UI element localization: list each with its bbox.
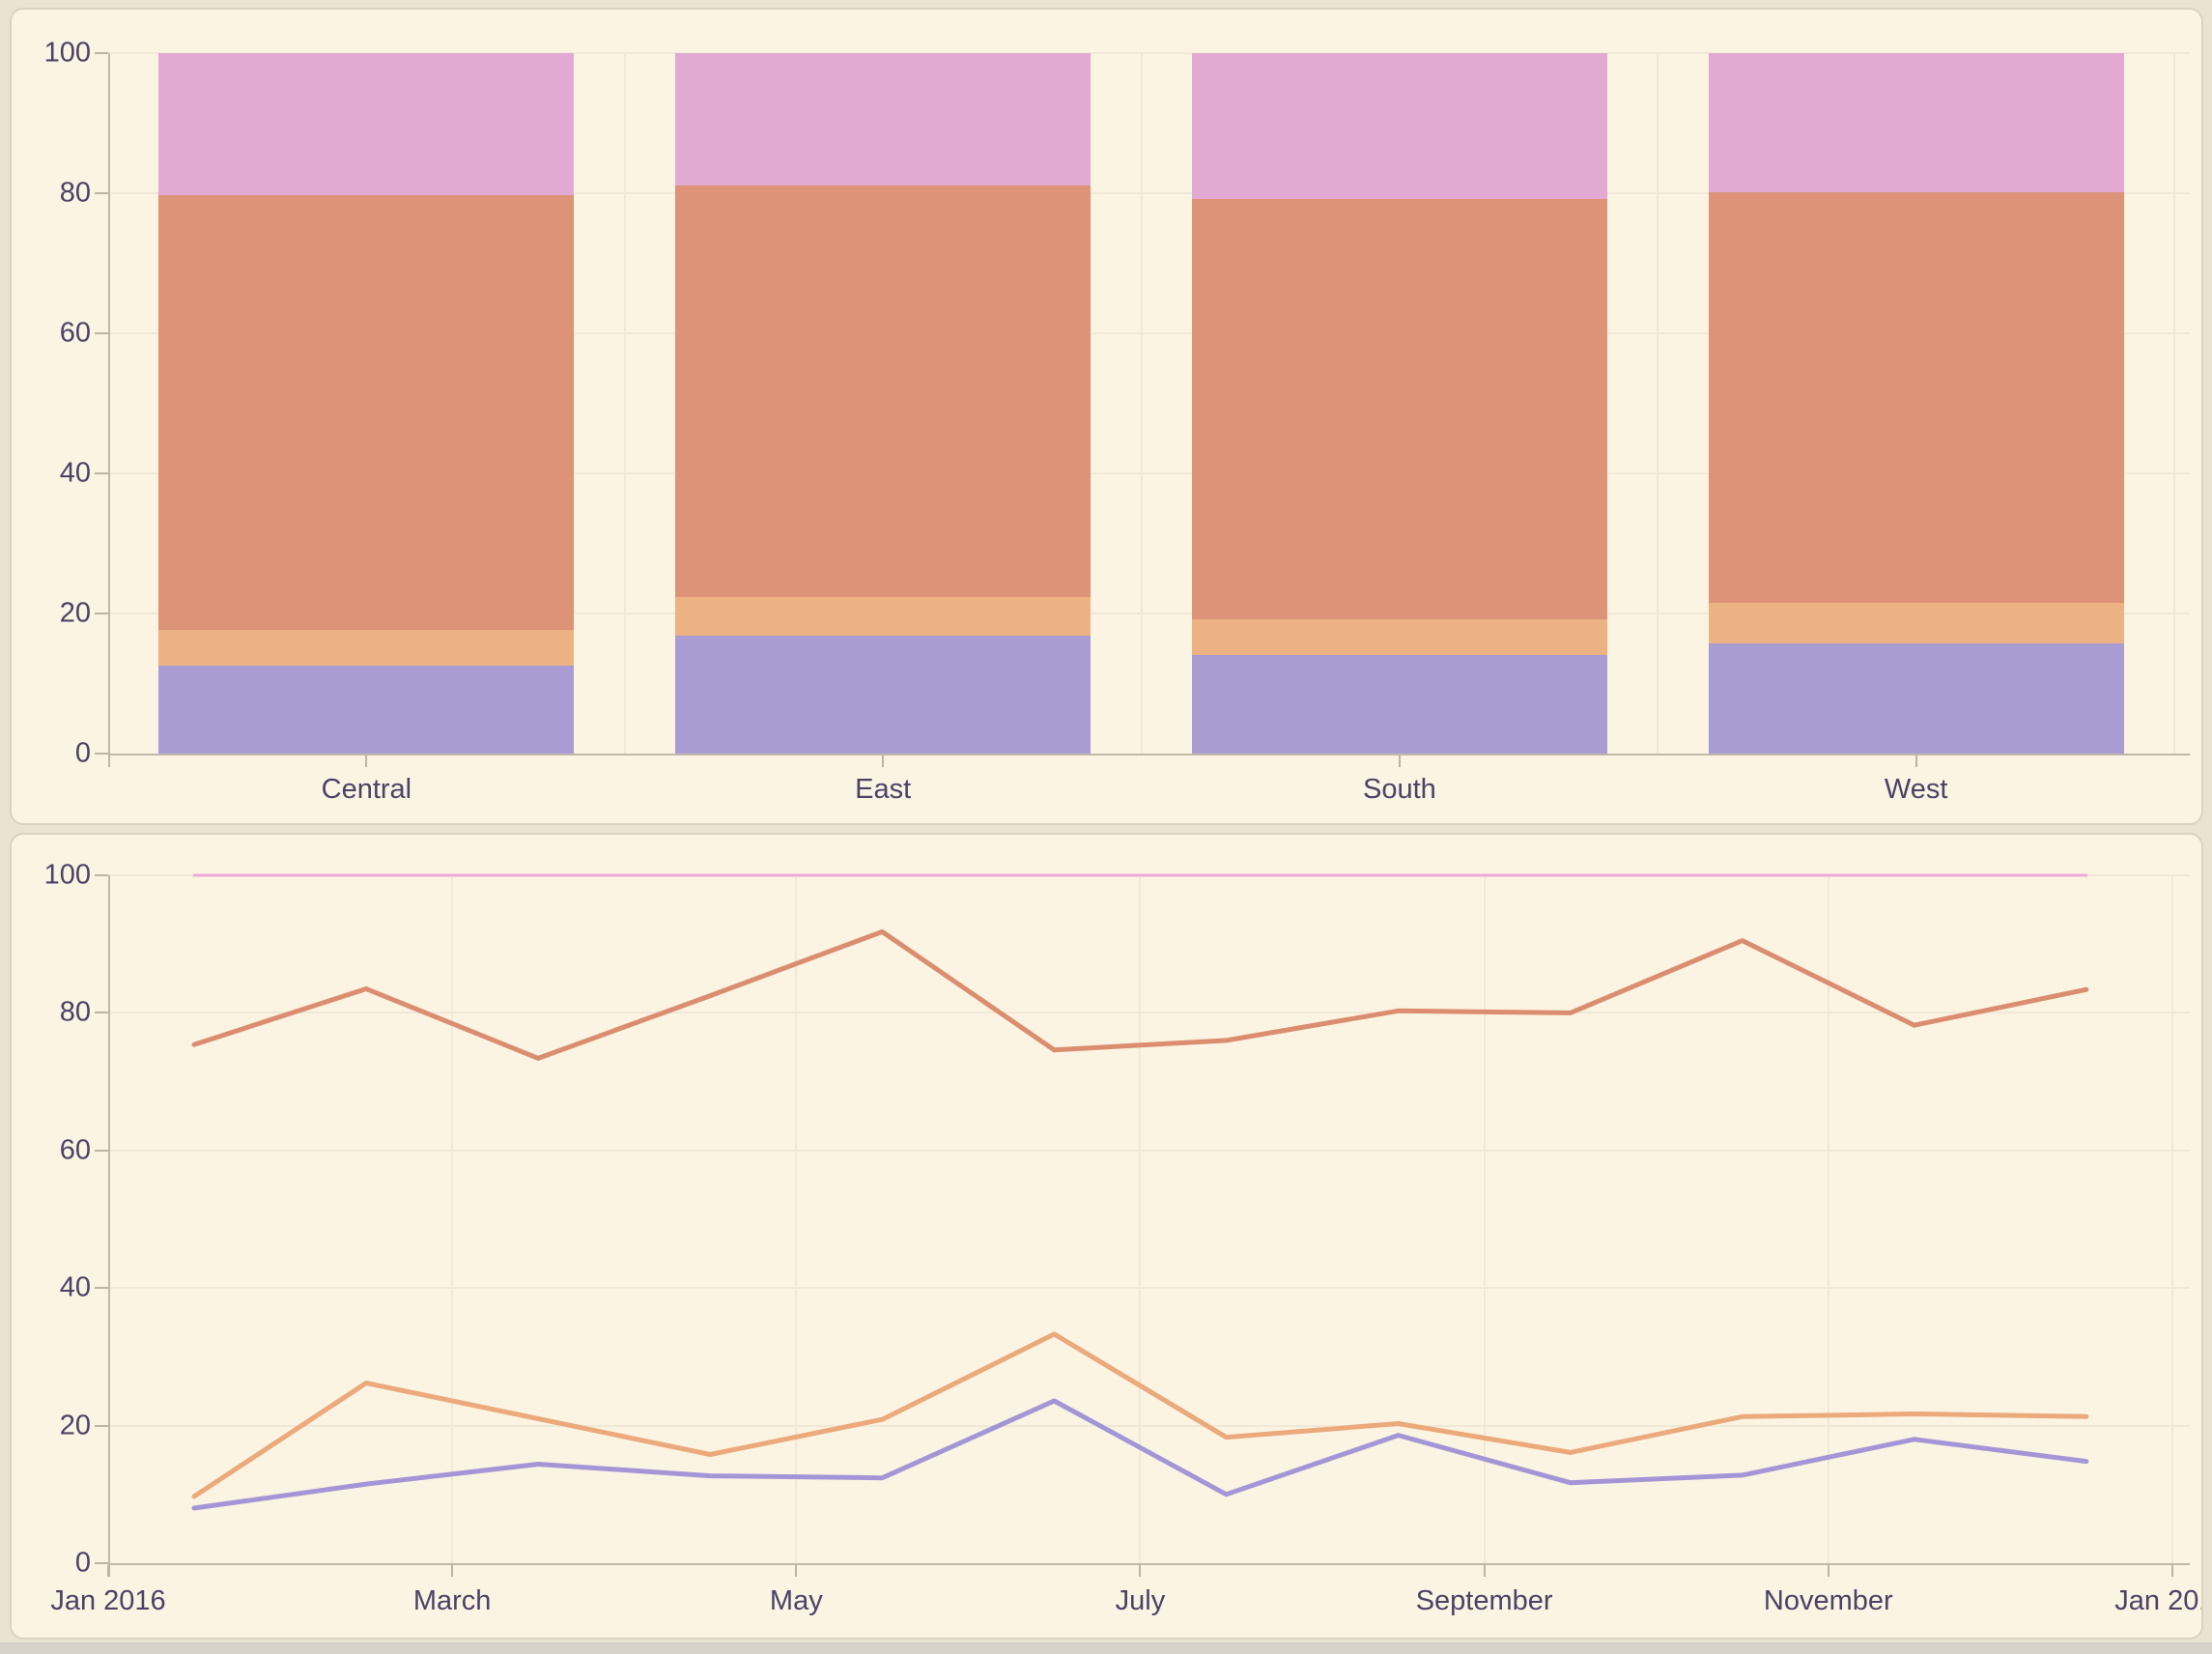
y-gridline [108, 613, 2190, 614]
bar-segment-pink-segment[interactable] [1708, 53, 2124, 192]
month-gridline [1139, 875, 1142, 1563]
x-axis-tick-label: May [769, 1585, 823, 1616]
y-axis-tick-label: 0 [74, 1547, 91, 1579]
x-axis-tick [451, 1565, 454, 1577]
x-axis-tick-label: March [412, 1585, 492, 1616]
column-gridline [2173, 53, 2175, 754]
y-gridline [108, 332, 2190, 334]
x-axis-tick [107, 1565, 109, 1577]
y-axis-tick [95, 52, 108, 54]
y-axis-tick [95, 613, 108, 614]
bar-segment-purple-segment[interactable] [1708, 643, 2124, 754]
y-axis-tick-label: 0 [74, 737, 91, 769]
orange-line[interactable] [191, 1331, 2089, 1499]
bar-segment-purple-segment[interactable] [158, 665, 575, 754]
month-gridline [795, 875, 798, 1563]
line-chart-canvas [191, 873, 2089, 1511]
y-axis-tick [95, 192, 108, 194]
x-axis-tick [2170, 1565, 2173, 1577]
month-gridline [2170, 875, 2173, 1563]
y-axis-tick-label: 100 [43, 37, 91, 69]
x-axis-line [108, 754, 2190, 756]
y-gridline [108, 192, 2190, 194]
y-axis-line [108, 875, 110, 1577]
y-gridline [108, 1149, 2190, 1152]
y-axis-tick-label: 20 [59, 597, 91, 629]
bar-segment-purple-segment[interactable] [1191, 654, 1607, 754]
x-axis-line [108, 1563, 2190, 1565]
x-axis-tick [1827, 1565, 1829, 1577]
column-gridline [623, 53, 626, 754]
monthly-line-chart-panel: 0 20 40 60 80 100 Jan 2016 March May July Septembe… [10, 833, 2203, 1640]
x-axis-tick [795, 1565, 798, 1577]
bar-segment-pink-segment[interactable] [675, 53, 1092, 186]
y-axis-tick [95, 1562, 108, 1564]
y-axis-tick-label: 40 [59, 457, 91, 489]
page-bottom-strip [0, 1642, 2212, 1654]
bar-segment-orange-segment[interactable] [158, 629, 575, 666]
y-axis-tick-label: 40 [59, 1271, 91, 1303]
category-label: Central [321, 774, 412, 805]
category-tick [1914, 756, 1917, 767]
bar-segment-salmon-segment[interactable] [1708, 191, 2124, 604]
y-gridline [108, 1424, 2190, 1427]
bar-segment-pink-segment[interactable] [158, 53, 575, 196]
x-axis-tick [1139, 1565, 1142, 1577]
y-axis-tick-label: 60 [59, 317, 91, 349]
x-axis-tick-label: November [1763, 1585, 1893, 1616]
category-label: West [1884, 774, 1948, 805]
y-axis-tick [95, 1424, 108, 1427]
bar-segment-salmon-segment[interactable] [158, 195, 575, 630]
y-axis-tick [95, 1287, 108, 1290]
category-label: East [855, 774, 912, 805]
x-axis-tick-label: July [1115, 1585, 1166, 1616]
y-axis-tick-label: 80 [59, 177, 91, 209]
salmon-line[interactable] [191, 928, 2089, 1061]
bar-segment-orange-segment[interactable] [675, 596, 1092, 637]
bar-segment-pink-segment[interactable] [1191, 53, 1607, 199]
stacked-bar-chart-panel: 0 20 40 60 80 100 Central East South West [10, 8, 2203, 825]
bar-segment-orange-segment[interactable] [1191, 618, 1607, 655]
y-gridline [108, 52, 2190, 54]
x-axis-tick-label: September [1415, 1585, 1553, 1616]
y-axis-tick-label: 20 [59, 1410, 91, 1441]
y-axis-tick [95, 1012, 108, 1014]
month-gridline [451, 875, 454, 1563]
bar-segment-orange-segment[interactable] [1708, 603, 2124, 644]
y-axis-line [108, 53, 110, 767]
category-label: South [1362, 774, 1436, 805]
x-axis-tick-label: Jan 2017 [2114, 1585, 2201, 1616]
purple-line[interactable] [191, 1398, 2089, 1511]
y-axis-tick [95, 1149, 108, 1152]
x-axis-tick-label: Jan 2016 [50, 1585, 166, 1616]
bar-segment-salmon-segment[interactable] [675, 185, 1092, 597]
y-axis-tick [95, 472, 108, 474]
y-axis-tick-label: 100 [43, 859, 91, 891]
y-axis-tick [95, 753, 108, 755]
column-gridline [1140, 53, 1143, 754]
bar-segment-purple-segment[interactable] [675, 636, 1092, 754]
y-axis-tick [95, 874, 108, 876]
category-tick [1398, 756, 1401, 767]
y-axis-tick [95, 332, 108, 334]
x-axis-tick [1483, 1565, 1486, 1577]
bar-segment-salmon-segment[interactable] [1191, 198, 1607, 619]
column-gridline [1657, 53, 1659, 754]
y-gridline [108, 1287, 2190, 1290]
y-gridline [108, 472, 2190, 474]
month-gridline [1483, 875, 1486, 1563]
y-axis-tick-label: 80 [59, 996, 91, 1028]
y-gridline [108, 1012, 2190, 1014]
category-tick [882, 756, 885, 767]
month-gridline [1827, 875, 1829, 1563]
category-tick [365, 756, 368, 767]
y-axis-tick-label: 60 [59, 1134, 91, 1166]
